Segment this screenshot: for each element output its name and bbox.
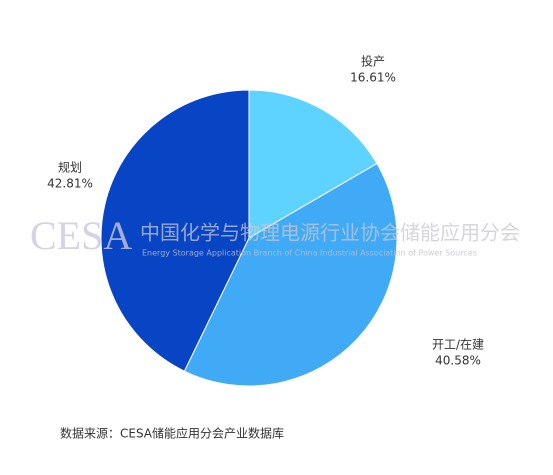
watermark-logo: CESA [30, 213, 132, 258]
pie-slice [248, 89, 378, 239]
source-note: 数据来源：CESA储能应用分会产业数据库 [60, 426, 284, 441]
pie-slice [100, 89, 250, 372]
slice-label: 规划 [58, 160, 82, 175]
slice-value-label: 42.81% [47, 177, 93, 191]
slice-label: 投产 [361, 54, 385, 69]
watermark-english: Energy Storage Application Branch of Chi… [142, 249, 477, 258]
pie-slice [183, 162, 398, 387]
pie [100, 89, 398, 387]
slice-label: 开工/在建 [432, 338, 484, 352]
slice-value-label: 40.58% [435, 354, 481, 368]
slice-value-label: 16.61% [350, 71, 396, 85]
watermark-name: 中国化学与物理电源行业协会储能应用分会 [140, 221, 520, 245]
